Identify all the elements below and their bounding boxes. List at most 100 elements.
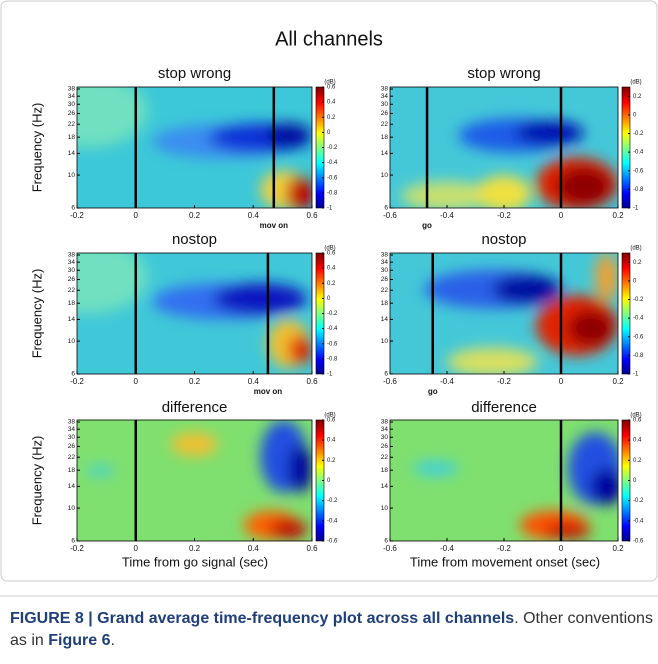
heatmap-blob	[492, 274, 561, 304]
y-tick-label: 38	[381, 86, 389, 93]
y-tick-label: 18	[68, 467, 76, 474]
colorbar-tick-label: 0.2	[327, 458, 336, 464]
colorbar-tick-label: 0.6	[327, 85, 336, 91]
colorbar-tick-label: 0.4	[327, 100, 336, 106]
heatmap-blob	[595, 253, 618, 302]
y-tick-label: 34	[68, 259, 76, 266]
event-label: mov on	[254, 387, 283, 396]
colorbar-tick-label: 0	[327, 296, 331, 302]
colorbar-tick-label: 0	[327, 478, 331, 484]
colorbar-tick-label: -0.8	[633, 187, 644, 193]
y-tick-label: 10	[68, 338, 76, 345]
y-tick-label: 6	[71, 538, 75, 545]
colorbar-tick-label: -1	[633, 206, 639, 212]
y-tick-label: 10	[68, 172, 76, 179]
y-tick-label: 26	[381, 443, 389, 450]
colorbar-tick-label: -0.6	[633, 334, 644, 340]
y-tick-label: 6	[384, 205, 388, 212]
x-tick-label: -0.6	[383, 544, 397, 553]
y-tick-label: 22	[381, 121, 389, 128]
x-tick-label: 0.6	[306, 211, 318, 220]
y-tick-label: 22	[381, 287, 389, 294]
heatmap-blob	[213, 283, 308, 315]
colorbar-tick-label: -0.2	[633, 297, 644, 303]
y-tick-label: 38	[381, 419, 389, 426]
colorbar-tick-label: -0.4	[327, 160, 338, 166]
plot-frame	[389, 419, 619, 542]
event-label: go	[422, 221, 432, 230]
colorbar-tick-label: 0.2	[633, 260, 642, 266]
heatmap-blob	[77, 87, 148, 148]
colorbar-tick-label: -0.2	[633, 131, 644, 137]
panel-title: stop wrong	[467, 65, 540, 82]
colorbar-tick-label: -0.2	[633, 498, 644, 504]
y-axis-label: Frequency (Hz)	[29, 103, 44, 193]
y-axis-label: Frequency (Hz)	[29, 436, 44, 526]
heatmap-blobs	[86, 420, 312, 540]
plot-frame	[389, 86, 619, 209]
colorbar-tick-label: -0.6	[633, 168, 644, 174]
colorbar	[621, 86, 631, 209]
y-tick-label: 34	[381, 259, 389, 266]
colorbar-tick-label: 0.4	[633, 438, 642, 444]
y-tick-label: 26	[68, 276, 76, 283]
y-tick-label: 14	[381, 316, 389, 323]
caption-text: . Other conventions as in	[10, 610, 653, 649]
x-axis-label: Time from movement onset (sec)	[410, 554, 600, 569]
heatmap-blob	[288, 444, 312, 493]
colorbar-tick-label: 0	[633, 113, 637, 119]
x-tick-label: -0.4	[440, 211, 454, 220]
y-tick-label: 14	[381, 483, 389, 490]
colorbar-unit: (dB)	[630, 413, 641, 419]
colorbar-tick-label: -0.6	[327, 175, 338, 181]
y-tick-label: 26	[381, 110, 389, 117]
x-tick-label: 0.4	[248, 211, 260, 220]
heatmap-blob	[567, 309, 614, 347]
y-tick-label: 30	[68, 267, 76, 274]
heatmap-blob	[77, 253, 148, 314]
y-tick-label: 30	[68, 101, 76, 108]
caption-ref: Figure 6	[48, 632, 111, 649]
colorbar-tick-label: -0.4	[327, 518, 338, 524]
heatmap-blob	[269, 519, 308, 539]
panel-title: nostop	[481, 231, 526, 248]
x-tick-label: 0	[134, 544, 139, 553]
colorbar-unit: (dB)	[324, 413, 335, 419]
heatmap	[77, 420, 312, 541]
colorbar-tick-label: 0.6	[327, 418, 336, 424]
plot-frame	[76, 419, 313, 542]
heatmap-blob	[288, 335, 312, 365]
y-tick-label: 34	[381, 426, 389, 433]
colorbar-tick-label: -0.8	[327, 190, 338, 196]
colorbar-tick-label: -0.2	[327, 498, 338, 504]
heatmap	[390, 87, 618, 208]
heatmap-blob	[515, 120, 584, 146]
colorbar-tick-label: -0.6	[327, 341, 338, 347]
caption-label: FIGURE 8 | Grand average time-frequency …	[10, 610, 515, 627]
y-tick-label: 26	[68, 443, 76, 450]
y-axis-label: Frequency (Hz)	[29, 269, 44, 359]
heatmap-blobs	[412, 432, 618, 540]
panel-title: nostop	[172, 231, 217, 248]
y-tick-label: 10	[381, 172, 389, 179]
y-tick-label: 34	[68, 426, 76, 433]
plot-frame	[76, 252, 313, 375]
heatmap	[77, 253, 312, 374]
y-tick-label: 38	[381, 252, 389, 259]
x-tick-label: 0	[134, 211, 139, 220]
y-tick-label: 6	[384, 538, 388, 545]
heatmap-blobs	[401, 118, 618, 208]
colorbar-tick-label: -0.2	[327, 311, 338, 317]
event-label: mov on	[260, 221, 289, 230]
colorbar-tick-label: -0.6	[633, 539, 644, 545]
x-tick-label: 0	[559, 211, 564, 220]
y-tick-label: 18	[381, 300, 389, 307]
heatmap-blob	[265, 123, 312, 148]
colorbar-tick-label: -0.8	[327, 356, 338, 362]
caption-end: .	[110, 632, 115, 649]
y-tick-label: 26	[381, 276, 389, 283]
x-tick-label: -0.2	[70, 544, 84, 553]
x-tick-label: 0.6	[306, 544, 318, 553]
heatmap-blobs	[77, 253, 312, 368]
